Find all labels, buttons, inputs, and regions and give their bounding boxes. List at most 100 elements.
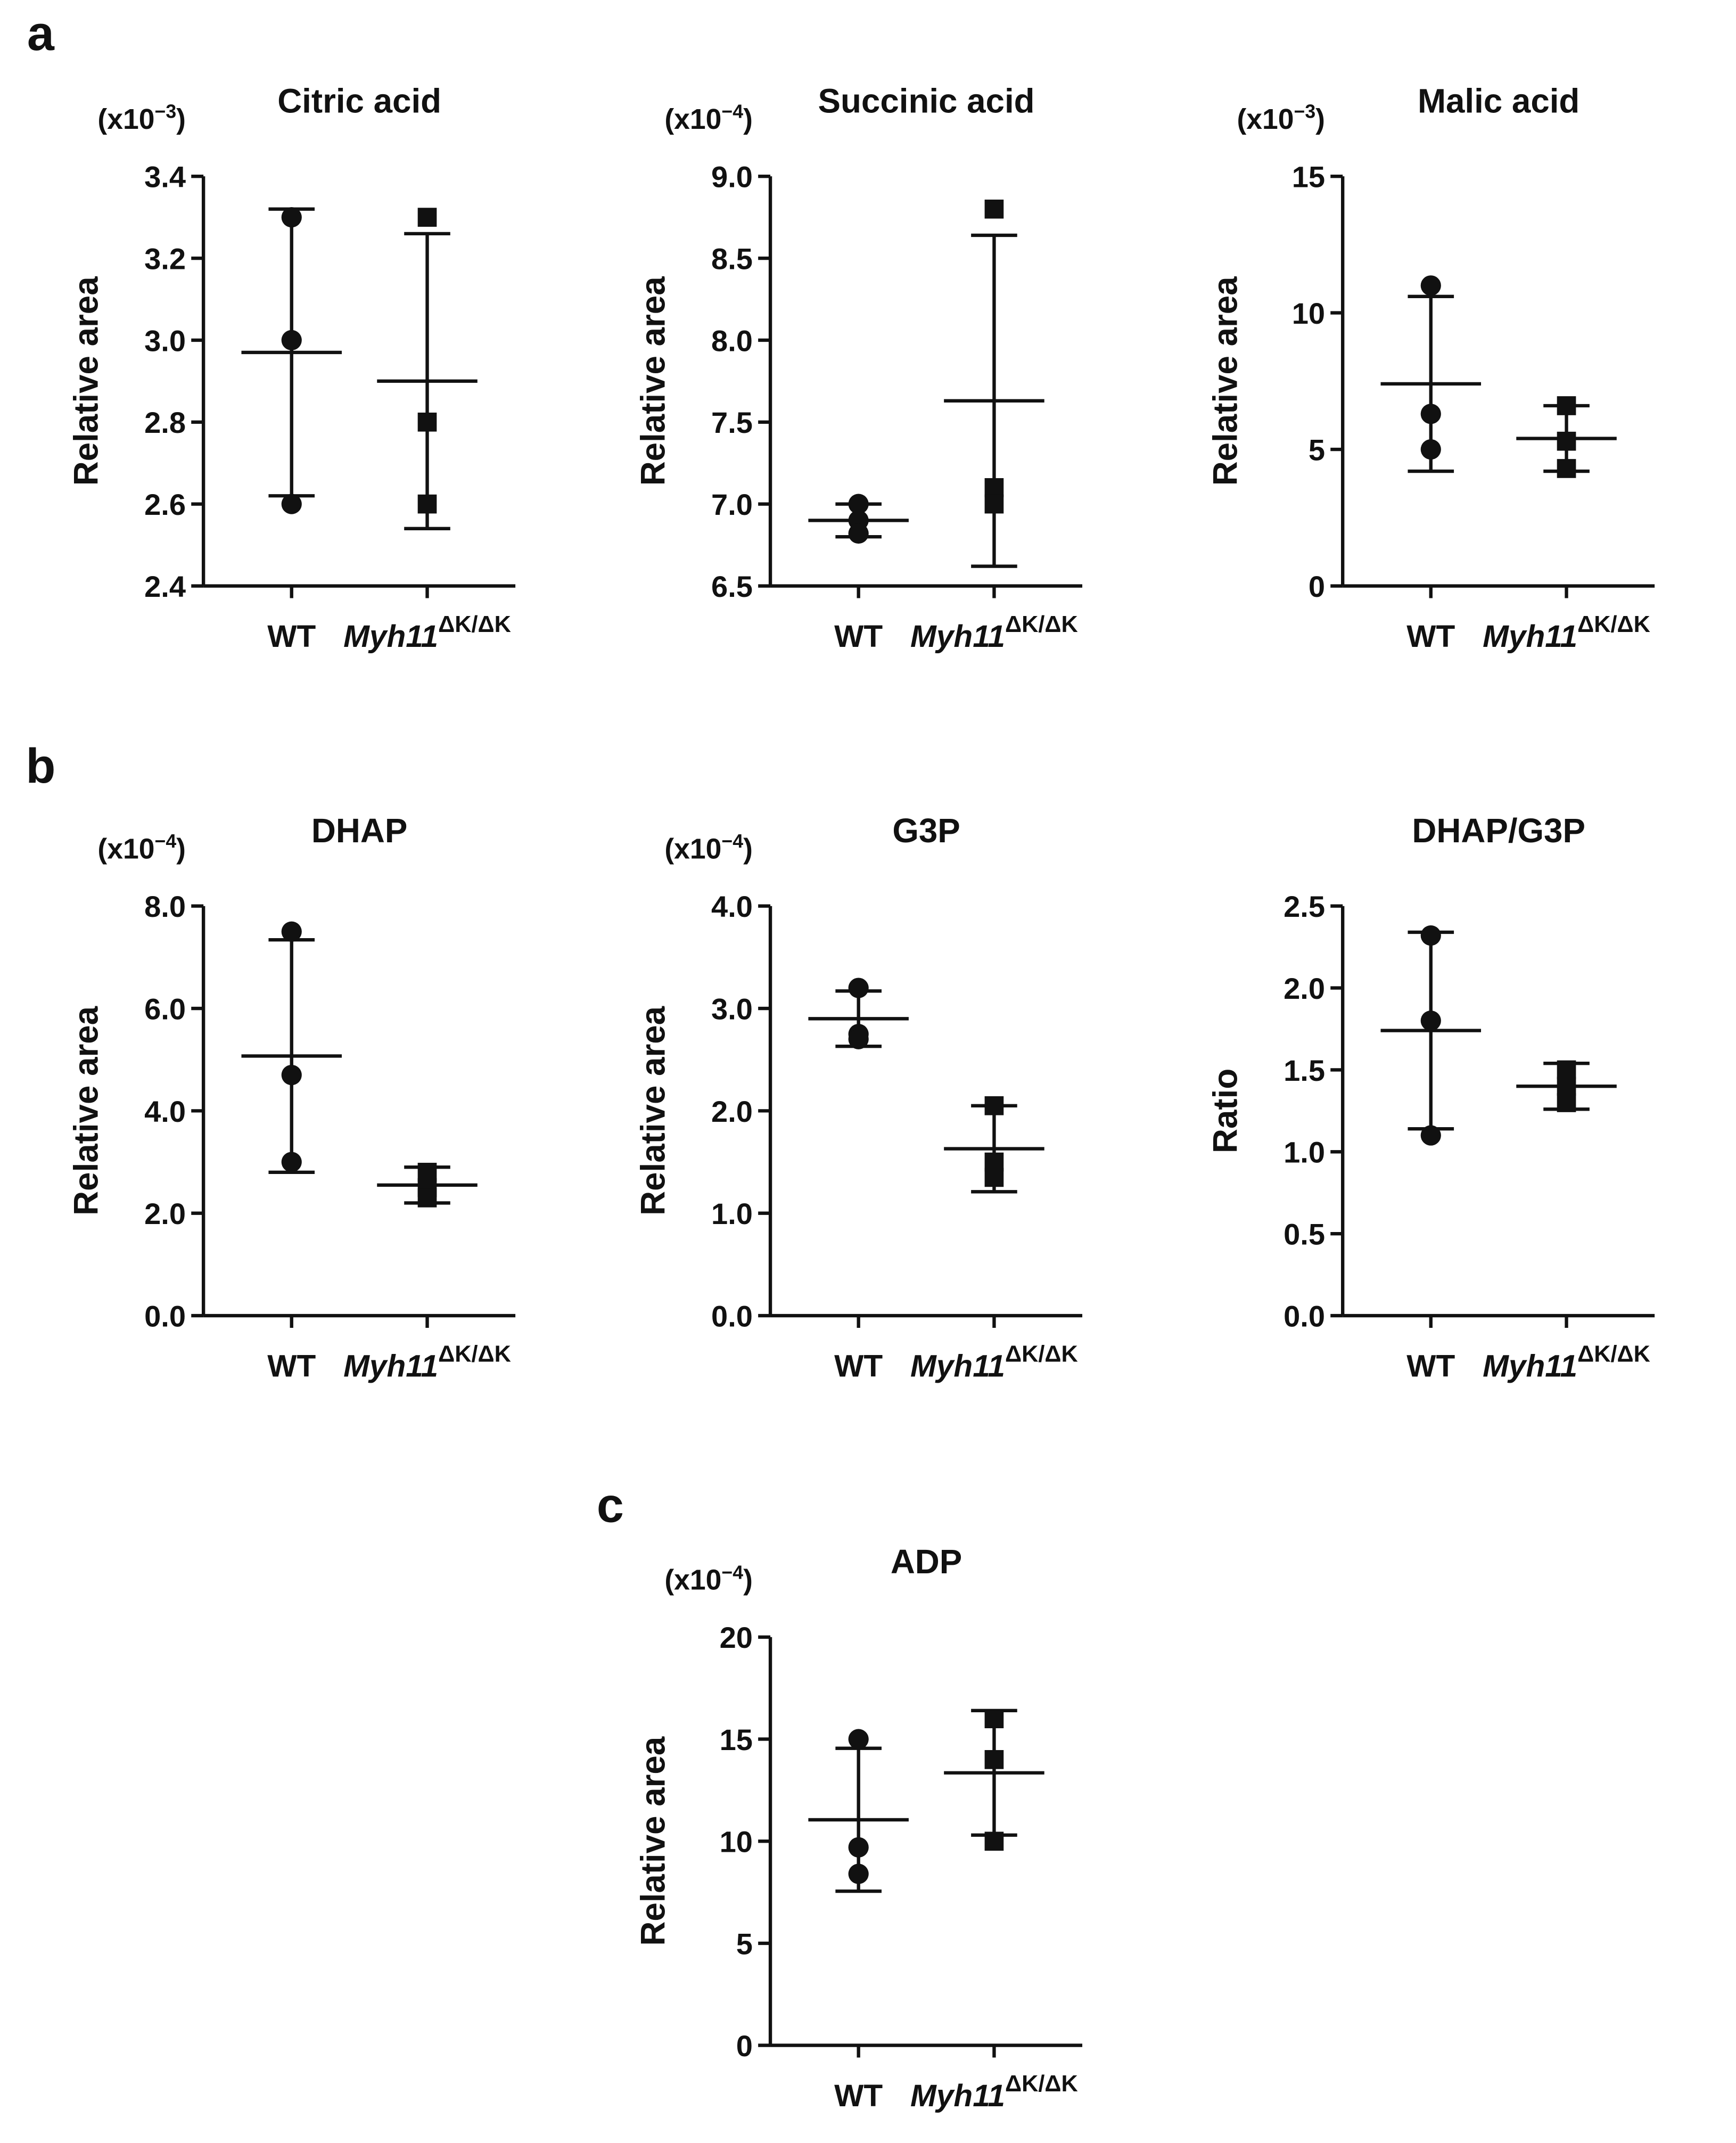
data-point <box>281 1064 302 1086</box>
y-axis-label: Relative area <box>1206 276 1244 486</box>
y-tick-label: 8.0 <box>711 324 753 357</box>
group-superscript: ΔK/ΔK <box>1005 2071 1078 2097</box>
scale-label: (x10−4) <box>664 101 753 135</box>
x-tick-label: WT <box>267 1349 316 1384</box>
panel: a Citric acid (x10−3) Relative area 2.4 2.6 2.… <box>27 6 516 654</box>
scale-label-part: −4 <box>721 831 743 852</box>
panel: c ADP (x10−4) Relative area 0 5 10 15 20 WT Myh11Δ… <box>597 1478 1083 2113</box>
data-point <box>281 207 302 228</box>
y-tick-label: 5 <box>736 1927 753 1960</box>
scale-label-part: ) <box>743 834 753 865</box>
scale-label-part: (x10 <box>664 834 721 865</box>
group-name: WT <box>267 1349 316 1384</box>
data-point <box>1420 1125 1441 1146</box>
data-point <box>281 921 302 942</box>
panel: G3P (x10−4) Relative area 0.0 1.0 2.0 3.0 4.0 WT… <box>634 812 1083 1384</box>
y-tick-label: 6.5 <box>711 570 753 603</box>
group-superscript: ΔK/ΔK <box>1577 612 1650 637</box>
scale-label: (x10−4) <box>664 1562 753 1596</box>
scale-label: (x10−3) <box>1237 101 1325 135</box>
data-point <box>417 1188 437 1208</box>
y-tick-label: 10 <box>1292 297 1325 330</box>
scale-label-part: (x10 <box>664 104 721 135</box>
group-superscript: ΔK/ΔK <box>1005 612 1078 637</box>
y-tick-label: 2.8 <box>144 406 186 439</box>
data-point <box>848 523 869 544</box>
x-tick-label: Myh11ΔK/ΔK <box>910 2071 1078 2113</box>
y-tick-label: 15 <box>1292 160 1325 194</box>
y-tick-label: 8.0 <box>144 890 186 923</box>
data-point <box>848 1863 869 1884</box>
y-tick-label: 10 <box>720 1825 753 1859</box>
y-axis-label: Relative area <box>634 1736 672 1945</box>
data-point <box>417 412 437 432</box>
x-tick-label: WT <box>834 1349 883 1384</box>
scale-label-part: ) <box>743 104 753 135</box>
y-tick-label: 4.0 <box>711 890 753 923</box>
y-axis-label: Ratio <box>1206 1069 1244 1153</box>
data-point <box>1557 1077 1576 1096</box>
scale-label: (x10−4) <box>664 831 753 865</box>
group-superscript: ΔK/ΔK <box>1005 1342 1078 1367</box>
data-point <box>1557 431 1576 451</box>
data-point <box>848 494 869 514</box>
y-tick-label: 2.5 <box>1284 890 1325 923</box>
data-point <box>1557 1093 1576 1112</box>
data-point <box>1557 1060 1576 1080</box>
data-point <box>984 494 1004 514</box>
group-name: Myh11 <box>910 619 1005 654</box>
y-tick-label: 3.0 <box>144 324 186 357</box>
data-point <box>984 478 1004 497</box>
y-axis-label: Relative area <box>67 1006 105 1215</box>
data-point <box>281 494 302 514</box>
y-tick-label: 1.5 <box>1284 1054 1325 1087</box>
data-point <box>984 1832 1004 1851</box>
group-name: Myh11 <box>343 619 438 654</box>
y-tick-label: 7.5 <box>711 406 753 439</box>
panel: DHAP/G3P Ratio 0.0 0.5 1.0 1.5 2.0 2.5 WT Myh11ΔK… <box>1206 812 1655 1384</box>
panel: Succinic acid (x10−4) Relative area 6.5 7.0 7… <box>634 82 1083 654</box>
y-tick-label: 5 <box>1309 433 1325 466</box>
x-tick-label: Myh11ΔK/ΔK <box>343 612 511 654</box>
data-point <box>848 978 869 998</box>
data-point <box>848 1029 869 1049</box>
chart-title: G3P <box>892 812 960 850</box>
data-point <box>417 494 437 514</box>
scale-label: (x10−3) <box>97 101 186 135</box>
chart-title: DHAP <box>311 812 407 850</box>
data-point <box>848 1729 869 1750</box>
y-tick-label: 4.0 <box>144 1095 186 1128</box>
x-tick-label: WT <box>1406 1349 1455 1384</box>
group-superscript: ΔK/ΔK <box>438 1342 511 1367</box>
y-tick-label: 7.0 <box>711 488 753 521</box>
y-tick-label: 3.2 <box>144 242 186 275</box>
panel-letter: b <box>26 739 55 793</box>
data-point <box>984 1709 1004 1728</box>
y-axis-label: Relative area <box>67 276 105 486</box>
chart-title: DHAP/G3P <box>1412 812 1585 850</box>
y-tick-label: 0 <box>736 2029 753 2063</box>
y-axis-label: Relative area <box>634 276 672 486</box>
group-name: WT <box>834 1349 883 1384</box>
chart-title: Citric acid <box>277 82 441 120</box>
data-point <box>1557 396 1576 415</box>
group-name: Myh11 <box>1483 1349 1577 1384</box>
y-tick-label: 0.0 <box>1284 1299 1325 1333</box>
data-point <box>984 199 1004 219</box>
scale-label-part: ) <box>176 104 186 135</box>
scale-label-part: (x10 <box>97 104 154 135</box>
group-name: Myh11 <box>910 1349 1005 1384</box>
data-point <box>984 1168 1004 1187</box>
y-tick-label: 1.0 <box>711 1197 753 1230</box>
y-tick-label: 15 <box>720 1723 753 1756</box>
y-tick-label: 20 <box>720 1621 753 1654</box>
chart-title: ADP <box>891 1543 962 1581</box>
group-name: Myh11 <box>343 1349 438 1384</box>
y-tick-label: 0.5 <box>1284 1218 1325 1251</box>
data-point <box>417 208 437 227</box>
y-tick-label: 3.4 <box>144 160 186 194</box>
y-tick-label: 0 <box>1309 570 1325 603</box>
group-name: WT <box>267 619 316 654</box>
scale-label-part: ) <box>743 1565 753 1596</box>
chart-title: Succinic acid <box>818 82 1035 120</box>
